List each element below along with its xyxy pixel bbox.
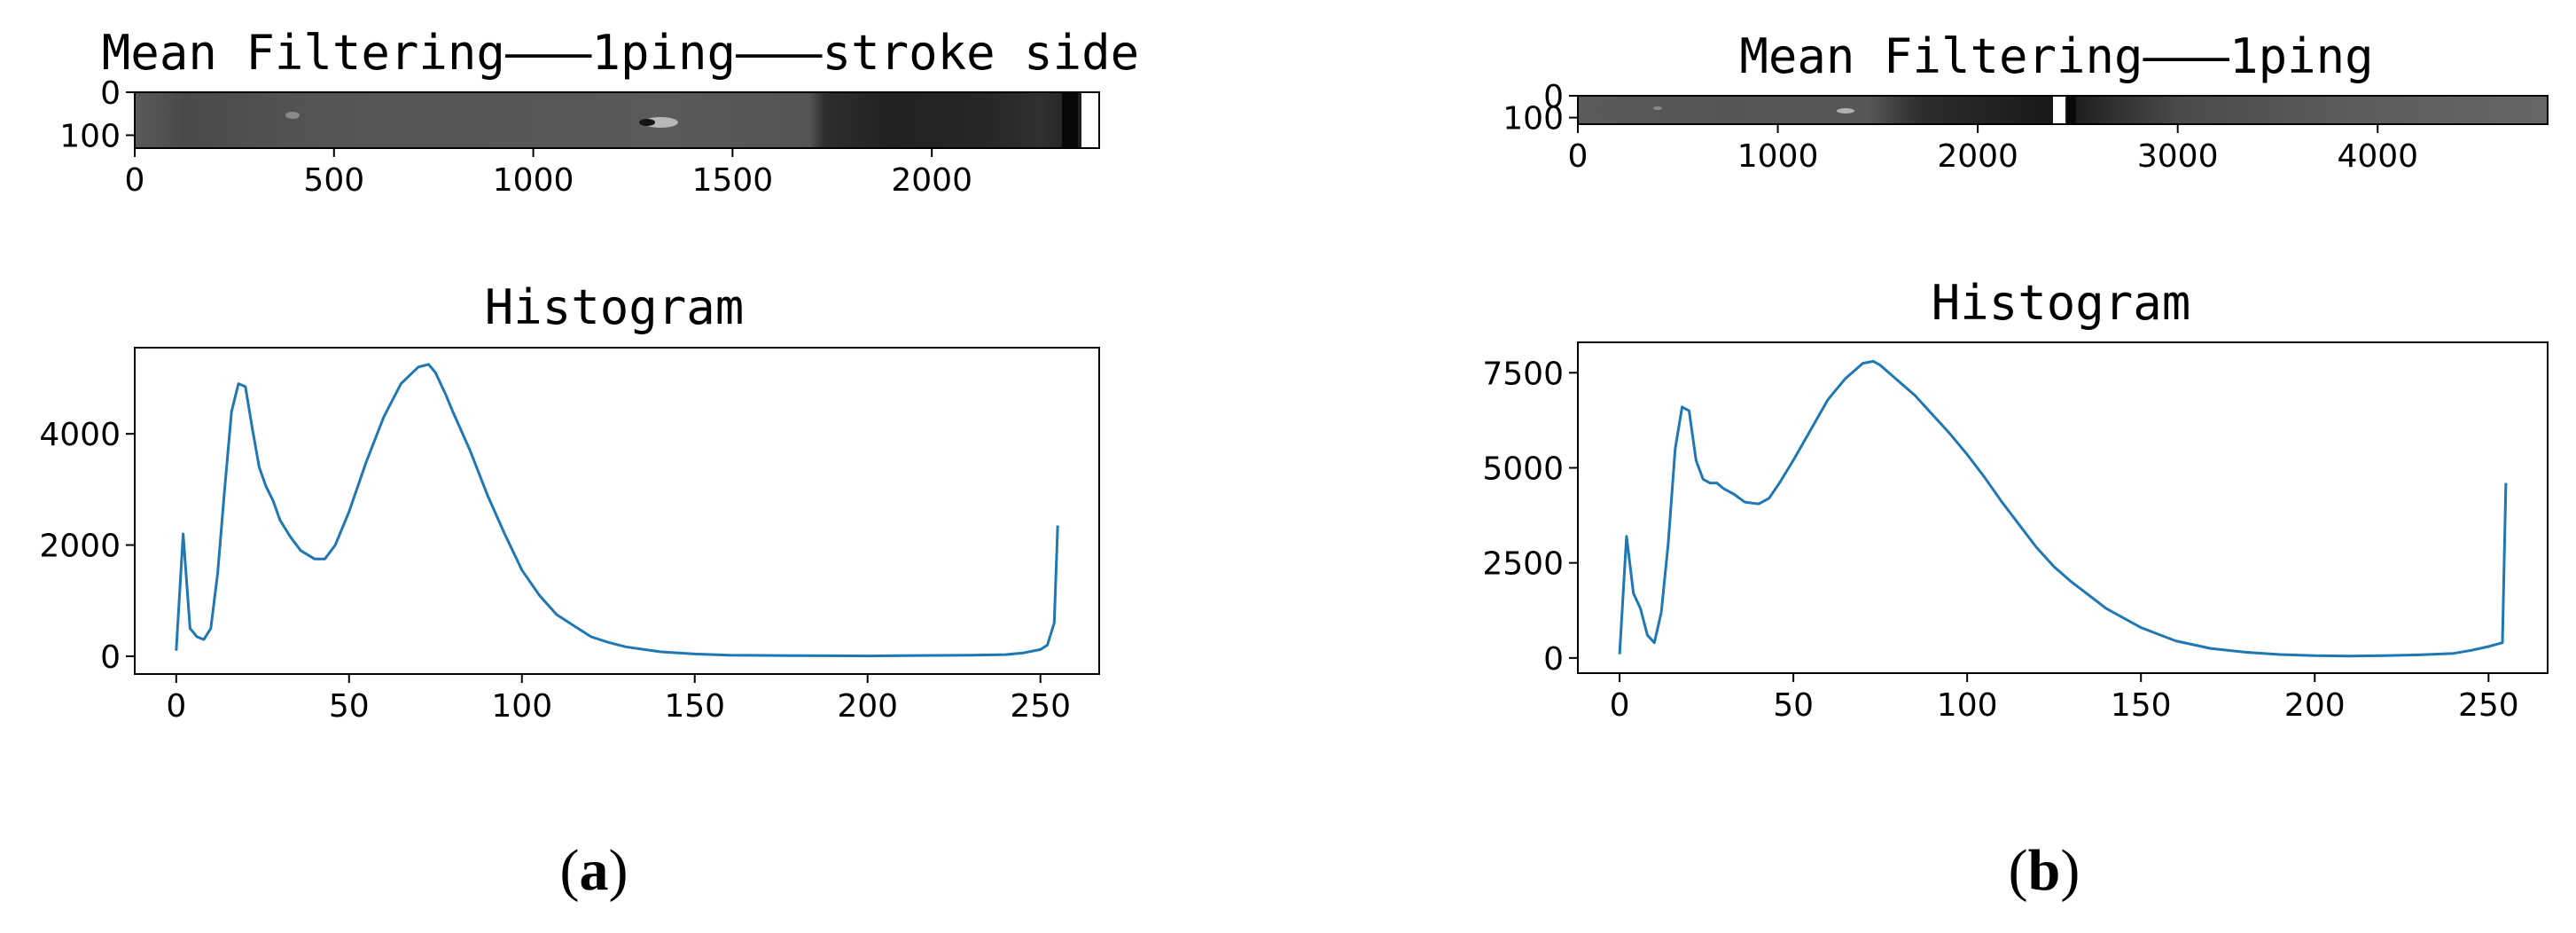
histogram-x-ticks: 0 50 100 150 200 250 bbox=[1610, 673, 2519, 724]
y-tick-label: 2000 bbox=[39, 529, 121, 565]
y-tick-label: 0 bbox=[1543, 641, 1564, 678]
x-tick-label: 100 bbox=[491, 688, 552, 725]
x-tick-label: 0 bbox=[166, 688, 186, 725]
panel-caption: (a) bbox=[560, 838, 628, 903]
y-tick-label: 100 bbox=[1503, 101, 1564, 137]
histogram-x-ticks: 0 50 100 150 200 250 bbox=[166, 674, 1071, 725]
strip-dark-band bbox=[2067, 96, 2076, 124]
histogram-frame bbox=[134, 347, 1100, 675]
strip-title: Mean Filtering———1ping———stroke side bbox=[102, 25, 1139, 81]
strip-x-ticks: 0 1000 2000 3000 4000 bbox=[1568, 124, 2418, 175]
histogram: 0 50 100 150 200 250 0 2500 5000 7500 bbox=[1482, 341, 2549, 724]
panel-a: Mean Filtering———1ping———stroke side 0 50… bbox=[39, 25, 1139, 903]
histogram-title: Histogram bbox=[1932, 275, 2191, 331]
x-tick-label: 0 bbox=[125, 162, 145, 199]
caption-open: ( bbox=[560, 838, 580, 903]
histogram-y-ticks: 0 2000 4000 bbox=[39, 417, 135, 676]
x-tick-label: 50 bbox=[1773, 687, 1814, 724]
strip-frame bbox=[1577, 95, 2549, 125]
y-tick-label: 0 bbox=[100, 75, 121, 112]
x-tick-label: 0 bbox=[1568, 138, 1589, 175]
panel-caption: (b) bbox=[2009, 838, 2080, 903]
strip-bright-spot bbox=[1837, 108, 1854, 114]
strip-light-spot bbox=[1653, 106, 1662, 110]
strip-light-spot bbox=[285, 112, 300, 119]
panel-b: Mean Filtering———1ping 0 1000 2000 3000 4000… bbox=[1482, 28, 2549, 903]
histogram-frame bbox=[1577, 341, 2549, 674]
x-tick-label: 100 bbox=[1937, 687, 1998, 724]
strip-x-ticks: 0 500 1000 1500 2000 bbox=[125, 148, 972, 199]
histogram-line bbox=[1618, 359, 2508, 658]
x-tick-label: 1500 bbox=[692, 162, 774, 199]
caption-letter: b bbox=[2028, 838, 2061, 903]
caption-close: ) bbox=[2060, 838, 2080, 903]
x-tick-label: 500 bbox=[303, 162, 364, 199]
x-tick-label: 250 bbox=[2458, 687, 2519, 724]
y-tick-label: 7500 bbox=[1482, 356, 1564, 392]
x-tick-label: 50 bbox=[329, 688, 370, 725]
x-tick-label: 2000 bbox=[891, 162, 972, 199]
y-tick-label: 5000 bbox=[1482, 451, 1564, 487]
strip-frame bbox=[134, 91, 1100, 149]
x-tick-label: 4000 bbox=[2337, 138, 2418, 175]
y-tick-label: 0 bbox=[100, 639, 121, 676]
x-tick-label: 2000 bbox=[1937, 138, 2018, 175]
y-tick-label: 2500 bbox=[1482, 546, 1564, 583]
caption-close: ) bbox=[609, 838, 628, 903]
caption-letter: a bbox=[580, 838, 609, 903]
x-tick-label: 3000 bbox=[2137, 138, 2219, 175]
strip-white-band bbox=[2053, 96, 2065, 124]
x-tick-label: 150 bbox=[2111, 687, 2172, 724]
y-tick-label: 100 bbox=[59, 118, 121, 154]
x-tick-label: 200 bbox=[837, 688, 898, 725]
y-tick-label: 0 bbox=[1543, 79, 1564, 115]
y-tick-label: 4000 bbox=[39, 417, 121, 453]
caption-open: ( bbox=[2009, 838, 2028, 903]
x-tick-label: 1000 bbox=[493, 162, 574, 199]
x-tick-label: 1000 bbox=[1737, 138, 1819, 175]
histogram-line bbox=[175, 363, 1059, 658]
strip-dark-band bbox=[1062, 92, 1078, 148]
histogram-title: Histogram bbox=[485, 279, 745, 335]
histogram: 0 50 100 150 200 250 0 2000 4000 bbox=[39, 347, 1100, 725]
strip-title: Mean Filtering———1ping bbox=[1739, 28, 2373, 84]
x-tick-label: 200 bbox=[2284, 687, 2346, 724]
strip-white-band bbox=[1081, 92, 1099, 148]
strip-dark-spot bbox=[639, 119, 655, 126]
x-tick-label: 250 bbox=[1010, 688, 1071, 725]
x-tick-label: 0 bbox=[1610, 687, 1630, 724]
strip-image bbox=[135, 92, 1099, 148]
x-tick-label: 150 bbox=[664, 688, 725, 725]
histogram-y-ticks: 0 2500 5000 7500 bbox=[1482, 356, 1578, 678]
